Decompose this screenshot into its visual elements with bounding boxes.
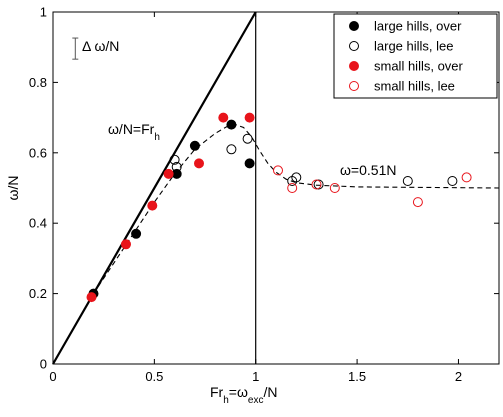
data-point xyxy=(402,176,413,186)
y-tick-label: 0.8 xyxy=(29,75,47,90)
data-point xyxy=(244,158,255,169)
data-point xyxy=(171,161,182,172)
legend-label: small hills, lee xyxy=(374,79,455,94)
data-point xyxy=(226,144,237,155)
legend-box xyxy=(333,13,498,99)
data-point xyxy=(242,133,253,144)
data-point xyxy=(163,168,174,179)
legend-marker xyxy=(349,61,359,71)
legend-label: small hills, over xyxy=(374,59,464,74)
legend-label: large hills, lee xyxy=(374,39,454,54)
fit-curve xyxy=(93,124,500,294)
data-point xyxy=(218,112,229,123)
y-tick-label: 0.2 xyxy=(29,286,47,301)
legend-marker xyxy=(349,81,359,91)
data-point xyxy=(329,183,340,193)
error-bar-label: Δ ω/N xyxy=(82,38,119,54)
data-point xyxy=(447,176,458,186)
data-point xyxy=(121,239,131,250)
x-tick-label: 2 xyxy=(455,369,462,384)
axis-labels: Frh=ωexc/N ω/N xyxy=(5,176,277,406)
y-tick-label: 0.4 xyxy=(29,216,47,231)
plot-area xyxy=(52,11,500,365)
y-axis-label: ω/N xyxy=(5,176,21,201)
x-axis-label: Frh=ωexc/N xyxy=(210,384,277,406)
data-point xyxy=(169,154,180,165)
legend-label: large hills, over xyxy=(374,19,462,34)
plot-frame xyxy=(52,11,500,365)
x-tick-label: 1 xyxy=(252,369,259,384)
data-point xyxy=(291,172,302,183)
identity-line xyxy=(52,11,257,365)
x-tick-label: 0 xyxy=(49,369,56,384)
annotations: ω/N=Frh ω=0.51N Δ ω/N xyxy=(72,37,396,178)
data-point xyxy=(287,183,298,193)
legend-marker xyxy=(349,41,359,51)
data-point xyxy=(147,200,158,211)
data-point xyxy=(226,119,237,130)
asymptote-label: ω=0.51N xyxy=(340,162,396,178)
legend: large hills, over large hills, lee small h… xyxy=(333,13,498,99)
data-point xyxy=(86,292,97,303)
data-point xyxy=(131,228,142,239)
data-point xyxy=(461,172,472,183)
x-tick-label: 1.5 xyxy=(348,369,366,384)
data-point xyxy=(412,197,423,208)
y-tick-label: 0.6 xyxy=(29,145,47,160)
y-tick-label: 0 xyxy=(40,357,47,372)
axes: 0 0.5 1 1.5 2 0 0.2 0.4 0.6 0.8 1 xyxy=(29,5,500,384)
legend-marker xyxy=(349,21,359,31)
data-point xyxy=(311,179,322,190)
data-point xyxy=(244,112,255,123)
y-tick-label: 1 xyxy=(40,5,47,20)
data-point xyxy=(194,158,204,169)
x-tick-label: 0.5 xyxy=(145,369,163,384)
data-point xyxy=(273,165,283,176)
line-label: ω/N=Frh xyxy=(108,121,160,143)
data-point xyxy=(189,140,200,151)
